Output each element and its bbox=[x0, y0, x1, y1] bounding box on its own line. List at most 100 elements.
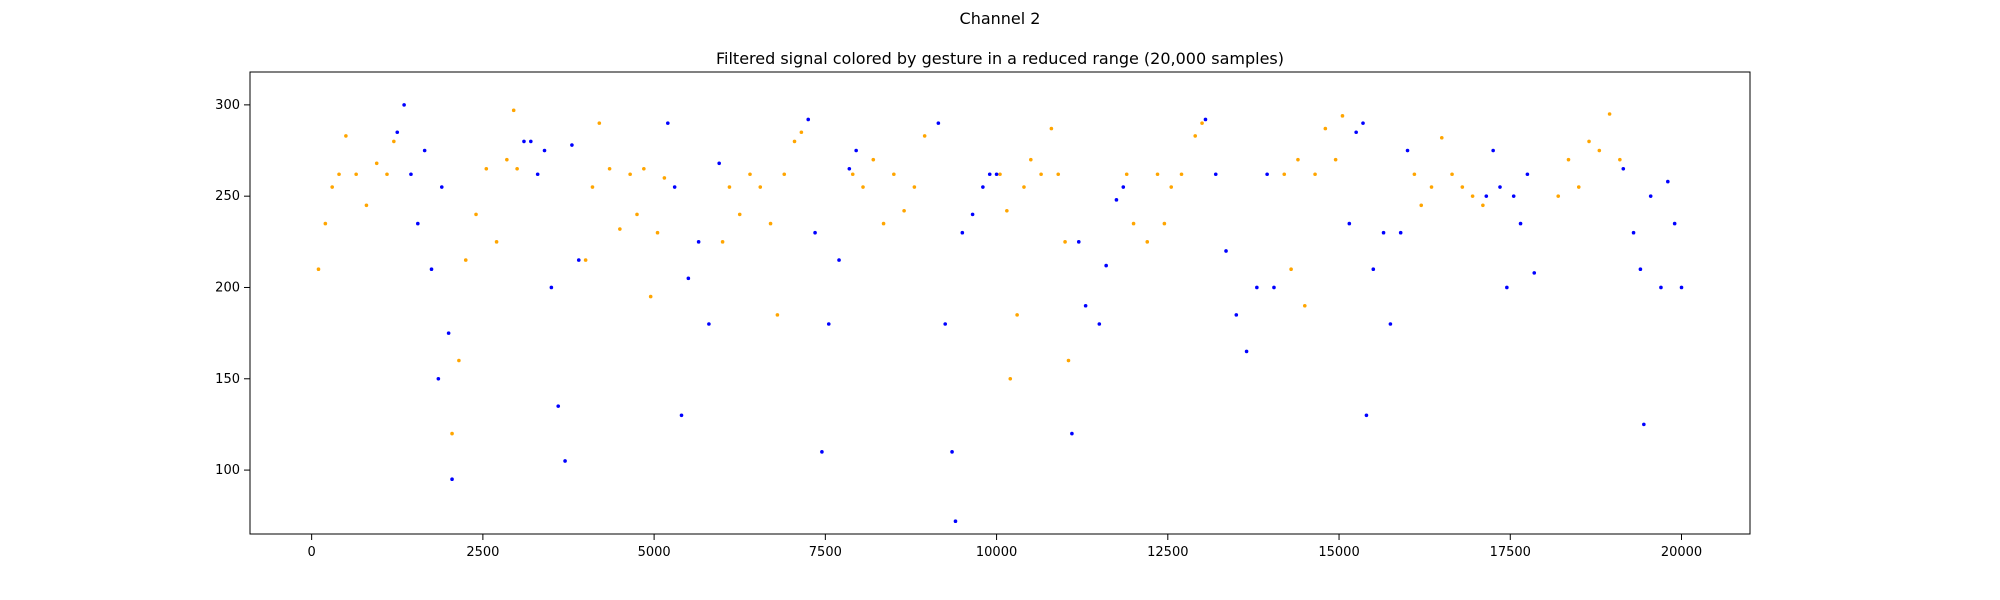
data-marks-layer bbox=[316, 103, 1684, 524]
data-point bbox=[799, 130, 804, 135]
data-point bbox=[881, 221, 886, 226]
x-tick-label: 7500 bbox=[809, 545, 842, 560]
data-point bbox=[1097, 322, 1102, 326]
data-point bbox=[1481, 203, 1485, 208]
data-point bbox=[1429, 185, 1434, 189]
data-point bbox=[1659, 285, 1663, 290]
data-point bbox=[1340, 114, 1345, 118]
data-point bbox=[1621, 166, 1626, 171]
data-point bbox=[1470, 194, 1475, 198]
x-axis: 0 2500 5000 7500 10000 12500 15000 17500 20000 bbox=[308, 534, 1702, 560]
x-tick-label: 15000 bbox=[1318, 545, 1359, 560]
data-point bbox=[1244, 349, 1249, 354]
data-point bbox=[1005, 208, 1009, 213]
data-point bbox=[871, 157, 876, 162]
data-point bbox=[1597, 148, 1602, 153]
data-point bbox=[679, 413, 684, 418]
x-tick-label: 2500 bbox=[466, 545, 499, 560]
data-point bbox=[1121, 185, 1126, 189]
data-point bbox=[529, 139, 533, 144]
data-point bbox=[1672, 221, 1677, 226]
y-axis: 100 150 200 250 300 bbox=[215, 98, 250, 478]
data-point bbox=[1412, 172, 1417, 177]
data-point bbox=[1289, 267, 1293, 272]
data-point bbox=[463, 258, 468, 262]
data-point bbox=[696, 240, 701, 244]
data-point bbox=[1532, 271, 1537, 275]
data-point bbox=[1648, 194, 1653, 198]
data-point bbox=[1679, 285, 1684, 290]
data-point bbox=[792, 139, 797, 144]
data-point bbox=[994, 172, 999, 177]
data-point bbox=[364, 203, 369, 208]
data-point bbox=[549, 285, 554, 290]
data-point bbox=[850, 172, 855, 177]
data-point bbox=[1104, 263, 1108, 268]
data-point bbox=[563, 459, 567, 463]
data-point bbox=[457, 358, 461, 363]
data-point bbox=[1419, 203, 1424, 208]
data-point bbox=[1450, 172, 1454, 177]
plot-area bbox=[249, 71, 1751, 535]
data-point bbox=[436, 376, 441, 381]
data-point bbox=[987, 172, 992, 177]
data-point bbox=[1439, 135, 1444, 140]
data-point bbox=[1566, 157, 1571, 162]
data-point bbox=[950, 450, 954, 454]
data-point bbox=[1224, 249, 1228, 253]
data-point bbox=[511, 108, 516, 113]
data-point bbox=[583, 258, 588, 262]
data-point bbox=[1022, 185, 1026, 189]
data-point bbox=[768, 221, 773, 226]
x-tick-label: 0 bbox=[308, 545, 316, 560]
data-point bbox=[395, 130, 400, 135]
data-point bbox=[672, 185, 677, 189]
y-tick-label: 150 bbox=[215, 372, 240, 387]
data-point bbox=[837, 258, 841, 262]
data-point bbox=[748, 172, 752, 177]
data-point bbox=[892, 172, 896, 177]
data-point bbox=[1070, 431, 1074, 436]
data-point bbox=[474, 212, 478, 217]
data-point bbox=[970, 212, 975, 217]
y-tick-label: 200 bbox=[215, 280, 240, 295]
data-point bbox=[635, 212, 639, 217]
chart-title: Filtered signal colored by gesture in a … bbox=[716, 49, 1284, 68]
data-point bbox=[642, 166, 646, 171]
data-point bbox=[960, 230, 965, 235]
data-point bbox=[1511, 194, 1516, 198]
data-point bbox=[1302, 303, 1307, 308]
data-point bbox=[953, 519, 958, 524]
data-point bbox=[998, 172, 1002, 177]
data-point bbox=[813, 230, 817, 235]
data-point bbox=[1347, 221, 1352, 226]
data-point bbox=[1618, 157, 1622, 162]
data-point bbox=[707, 322, 711, 326]
data-point bbox=[1056, 172, 1061, 177]
data-point bbox=[806, 117, 811, 122]
data-point bbox=[1364, 413, 1369, 418]
data-point bbox=[1354, 130, 1358, 135]
data-point bbox=[922, 134, 927, 138]
data-point bbox=[1323, 126, 1328, 131]
data-point bbox=[1039, 172, 1043, 177]
data-point bbox=[337, 172, 341, 177]
data-point bbox=[1313, 172, 1317, 177]
data-point bbox=[1505, 285, 1509, 290]
data-point bbox=[597, 121, 602, 125]
data-point bbox=[1063, 240, 1067, 244]
data-point bbox=[416, 221, 420, 226]
data-point bbox=[1525, 172, 1530, 177]
data-point bbox=[1371, 267, 1376, 272]
data-point bbox=[1576, 185, 1581, 189]
data-point bbox=[1381, 230, 1386, 235]
data-point bbox=[1518, 221, 1523, 226]
data-point bbox=[826, 322, 831, 326]
data-point bbox=[1607, 112, 1612, 116]
data-point bbox=[1498, 185, 1502, 189]
data-point bbox=[1008, 376, 1013, 381]
data-point bbox=[392, 139, 396, 144]
data-point bbox=[655, 230, 660, 235]
data-point bbox=[1405, 148, 1410, 153]
